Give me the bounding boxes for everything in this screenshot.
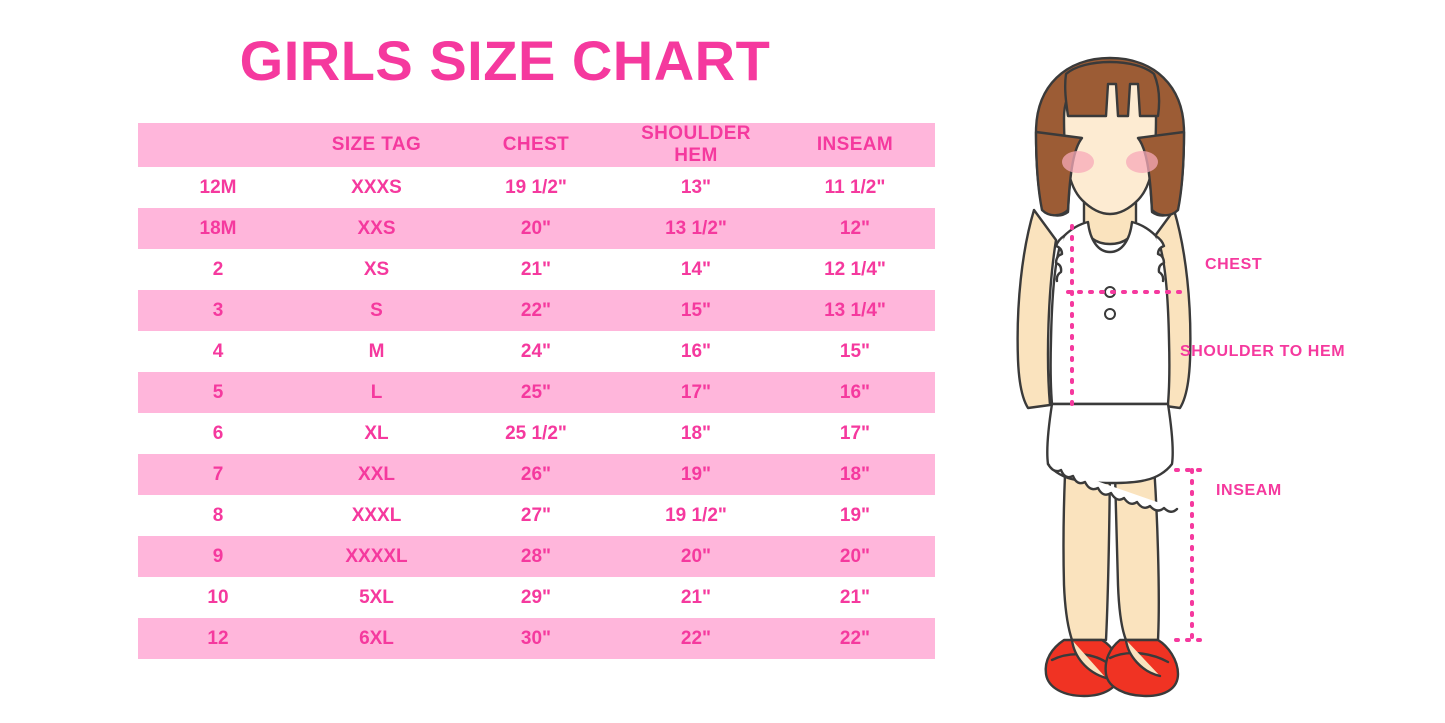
cell-shoulder-hem: 14" <box>680 258 712 280</box>
cell-chest: 25" <box>520 381 552 403</box>
girl-illustration <box>960 40 1260 700</box>
cell-shoulder-hem: 21" <box>680 586 712 608</box>
left-blush <box>1062 151 1094 173</box>
cell-inseam: 21" <box>839 586 871 608</box>
top-shape <box>1049 220 1171 406</box>
cell-size-tag: XL <box>364 422 389 444</box>
cell-size: 12 <box>207 627 229 649</box>
cell-size-tag: L <box>370 381 383 403</box>
button-lower <box>1104 308 1116 320</box>
right-foot-top <box>1124 638 1162 678</box>
cell-shoulder-hem: 15" <box>680 299 712 321</box>
cell-inseam: 19" <box>839 504 871 526</box>
table-row: 8 XXXL 27" 19 1/2" 19" <box>138 495 935 536</box>
cell-shoulder-hem: 13 1/2" <box>665 217 727 239</box>
column-header-shoulder-hem: SHOULDER HEM <box>641 123 751 166</box>
cell-size-tag: S <box>370 299 383 321</box>
skirt-shape <box>1046 402 1174 485</box>
cell-size: 6 <box>212 422 224 444</box>
table-row: 9 XXXXL 28" 20" 20" <box>138 536 935 577</box>
cell-chest: 24" <box>520 340 552 362</box>
left-arm-shape <box>1016 208 1058 410</box>
table-row: 12 6XL 30" 22" 22" <box>138 618 935 659</box>
table-row: 3 S 22" 15" 13 1/4" <box>138 290 935 331</box>
cell-chest: 20" <box>520 217 552 239</box>
cell-shoulder-hem: 19 1/2" <box>665 504 727 526</box>
cell-inseam: 11 1/2" <box>824 176 886 198</box>
cell-shoulder-hem: 17" <box>680 381 712 403</box>
cell-size: 9 <box>212 545 224 567</box>
cell-inseam: 13 1/4" <box>824 299 886 321</box>
table-row: 18M XXS 20" 13 1/2" 12" <box>138 208 935 249</box>
cell-size: 8 <box>212 504 224 526</box>
cell-chest: 28" <box>520 545 552 567</box>
table-header: SIZE TAG CHEST SHOULDER HEM INSEAM <box>138 123 935 167</box>
cell-size-tag: 6XL <box>359 627 394 649</box>
cell-size: 10 <box>207 586 229 608</box>
right-shoulder-ruffle <box>1154 234 1166 283</box>
hair-bangs-shape <box>1063 60 1161 118</box>
cell-shoulder-hem: 22" <box>680 627 712 649</box>
left-foot-top <box>1070 638 1108 680</box>
cell-inseam: 15" <box>839 340 871 362</box>
cell-size: 12M <box>199 176 237 198</box>
cell-chest: 29" <box>520 586 552 608</box>
table-row: 7 XXL 26" 19" 18" <box>138 454 935 495</box>
cell-chest: 26" <box>520 463 552 485</box>
cell-size: 2 <box>212 258 224 280</box>
table-row: 5 L 25" 17" 16" <box>138 372 935 413</box>
cell-shoulder-hem: 19" <box>680 463 712 485</box>
cell-inseam: 12" <box>839 217 871 239</box>
cell-size: 18M <box>199 217 237 239</box>
cell-inseam: 22" <box>839 627 871 649</box>
cell-chest: 27" <box>520 504 552 526</box>
cell-size: 7 <box>212 463 224 485</box>
column-header-chest: CHEST <box>502 134 570 155</box>
cell-inseam: 16" <box>839 381 871 403</box>
table-row: 10 5XL 29" 21" 21" <box>138 577 935 618</box>
shoulder-to-hem-callout-label: SHOULDER TO HEM <box>1180 343 1346 360</box>
cell-chest: 30" <box>520 627 552 649</box>
cell-inseam: 20" <box>839 545 871 567</box>
chest-callout-label: CHEST <box>1205 256 1263 273</box>
cell-size-tag: XXS <box>357 217 396 239</box>
cell-shoulder-hem: 20" <box>680 545 712 567</box>
cell-inseam: 17" <box>839 422 871 444</box>
column-header-size-tag: SIZE TAG <box>331 134 422 155</box>
skirt-hem-scallop <box>1046 462 1179 513</box>
cell-size: 4 <box>212 340 224 362</box>
cell-shoulder-hem: 13" <box>680 176 712 198</box>
table-header-row: SIZE TAG CHEST SHOULDER HEM INSEAM <box>138 123 935 167</box>
cell-size-tag: XS <box>363 258 390 280</box>
table-row: 6 XL 25 1/2" 18" 17" <box>138 413 935 454</box>
right-blush <box>1126 151 1158 173</box>
table-row: 2 XS 21" 14" 12 1/4" <box>138 249 935 290</box>
cell-size-tag: XXXS <box>351 176 402 198</box>
cell-shoulder-hem: 16" <box>680 340 712 362</box>
cell-size: 3 <box>212 299 224 321</box>
cell-size-tag: 5XL <box>359 586 394 608</box>
cell-shoulder-hem: 18" <box>680 422 712 444</box>
cell-size: 5 <box>212 381 224 403</box>
cell-chest: 19 1/2" <box>505 176 567 198</box>
cell-inseam: 18" <box>839 463 871 485</box>
page-title: GIRLS SIZE CHART <box>239 29 771 92</box>
cell-chest: 21" <box>520 258 552 280</box>
table-row: 4 M 24" 16" 15" <box>138 331 935 372</box>
cell-size-tag: XXXL <box>351 504 402 526</box>
cell-size-tag: XXL <box>358 463 395 485</box>
table-body: 12M XXXS 19 1/2" 13" 11 1/2" 18M XXS 20" 13 1/2"… <box>138 167 935 659</box>
inseam-callout-label: INSEAM <box>1216 482 1282 499</box>
cell-chest: 25 1/2" <box>505 422 567 444</box>
left-shoulder-ruffle <box>1054 234 1066 283</box>
column-header-inseam: INSEAM <box>816 134 894 155</box>
cell-inseam: 12 1/4" <box>824 258 886 280</box>
cell-chest: 22" <box>520 299 552 321</box>
table-row: 12M XXXS 19 1/2" 13" 11 1/2" <box>138 167 935 208</box>
cell-size-tag: XXXXL <box>345 545 408 567</box>
cell-size-tag: M <box>368 340 385 362</box>
size-chart-table: SIZE TAG CHEST SHOULDER HEM INSEAM 12M XX… <box>138 123 935 659</box>
column-header-size <box>138 123 298 167</box>
